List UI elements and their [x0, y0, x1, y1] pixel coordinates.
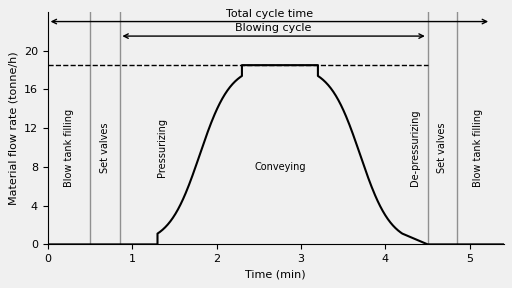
Text: Blowing cycle: Blowing cycle — [236, 23, 312, 33]
X-axis label: Time (min): Time (min) — [245, 270, 306, 280]
Text: Blow tank filling: Blow tank filling — [473, 109, 483, 187]
Text: Pressurizing: Pressurizing — [157, 118, 167, 177]
Text: De-pressurizing: De-pressurizing — [410, 109, 420, 186]
Text: Set valves: Set valves — [100, 122, 110, 173]
Y-axis label: Material flow rate (tonne/h): Material flow rate (tonne/h) — [8, 51, 18, 205]
Text: Conveying: Conveying — [254, 162, 306, 172]
Text: Total cycle time: Total cycle time — [226, 9, 313, 19]
Text: Blow tank filling: Blow tank filling — [64, 109, 74, 187]
Text: Set valves: Set valves — [437, 122, 447, 173]
